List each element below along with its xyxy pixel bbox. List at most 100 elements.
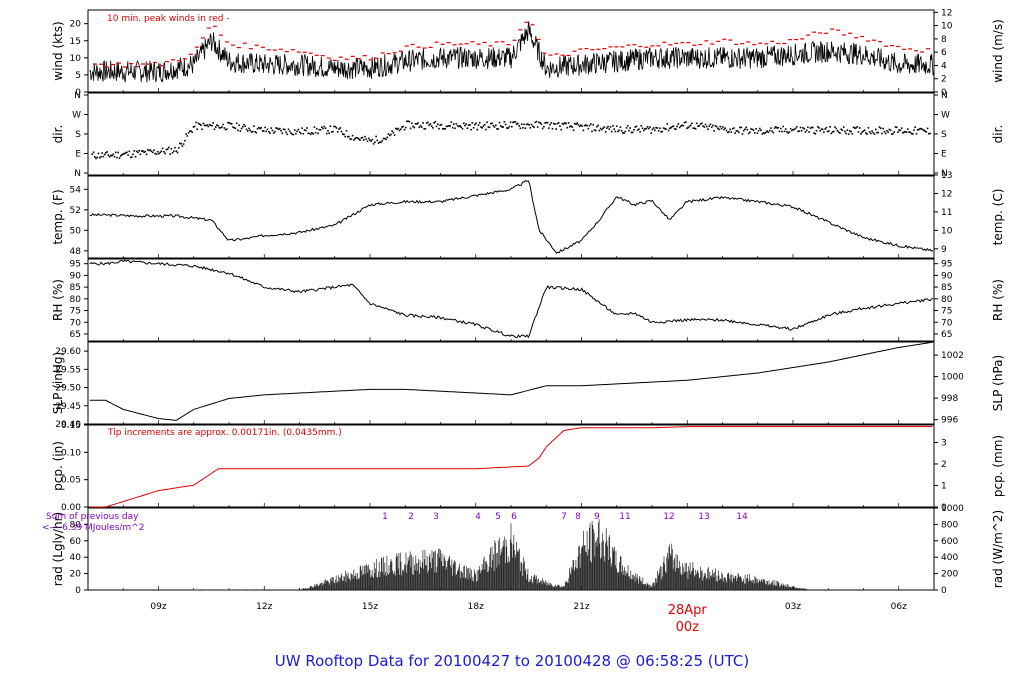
dir-point	[404, 126, 407, 129]
dir-point	[383, 137, 386, 140]
dir-point	[656, 127, 659, 129]
y-tick-label-right-rad: 0	[941, 586, 947, 596]
dir-point	[802, 127, 804, 129]
ylabel-left-rh: RH (%)	[51, 279, 65, 321]
dir-point	[585, 124, 587, 126]
dir-point	[106, 151, 108, 153]
dir-point	[465, 123, 467, 125]
dir-point	[634, 126, 636, 128]
dir-point	[221, 126, 223, 128]
dir-point	[726, 131, 729, 134]
dir-point	[235, 122, 238, 125]
dir-point	[534, 121, 536, 124]
dir-point	[810, 126, 813, 129]
dir-point	[689, 124, 692, 127]
ylabel-right-rad: rad (W/m^2)	[991, 510, 1005, 588]
dir-point	[564, 122, 566, 124]
dir-point	[556, 122, 559, 125]
dir-point	[630, 131, 633, 134]
dir-point	[440, 123, 443, 126]
y-tick-label-left-rh: 75	[70, 307, 81, 317]
dir-point	[340, 130, 343, 133]
dir-point	[322, 127, 324, 130]
dir-point	[143, 151, 145, 153]
dir-point	[540, 123, 543, 125]
dir-point	[192, 126, 195, 128]
dir-point	[562, 123, 565, 125]
dir-point	[214, 126, 217, 128]
dir-point	[226, 128, 228, 130]
dir-point	[696, 122, 698, 125]
dir-point	[454, 127, 456, 130]
dir-point	[861, 131, 863, 133]
dir-point	[464, 124, 466, 127]
dir-point	[694, 128, 697, 130]
dir-point	[478, 121, 481, 124]
dir-point	[928, 132, 930, 135]
dir-point	[750, 128, 752, 130]
x-tick-label: 18z	[468, 602, 484, 612]
dir-point	[160, 150, 163, 153]
dir-point	[646, 126, 649, 128]
dir-point	[576, 122, 578, 124]
dir-point	[492, 124, 495, 127]
dir-point	[756, 132, 759, 134]
y-tick-label-left-temp: 50	[70, 226, 82, 236]
dir-point	[775, 126, 777, 128]
dir-point	[870, 132, 872, 135]
dir-point	[495, 124, 497, 127]
dir-point	[219, 127, 222, 129]
dir-point	[243, 123, 245, 126]
dir-point	[451, 126, 454, 129]
dir-point	[854, 127, 856, 129]
dir-point	[882, 127, 884, 130]
dir-point	[319, 129, 322, 131]
dir-point	[590, 123, 592, 125]
dir-point	[766, 130, 768, 132]
dir-point	[903, 131, 905, 133]
wind-peak-marks	[93, 21, 931, 68]
dir-point	[108, 155, 111, 158]
dir-point	[288, 130, 291, 133]
dir-point	[290, 132, 292, 134]
dir-point	[439, 124, 441, 126]
y-tick-label-left-slp: 29.55	[55, 365, 81, 375]
dir-point	[249, 129, 251, 132]
dir-point	[205, 124, 207, 127]
dir-point	[661, 130, 664, 133]
dir-point	[571, 126, 574, 128]
dir-point	[873, 133, 876, 135]
dir-point	[386, 136, 388, 139]
dir-point	[173, 150, 175, 153]
dir-point	[668, 127, 671, 130]
y-tick-label-left-rh: 95	[70, 260, 81, 270]
dir-point	[709, 123, 712, 126]
dir-point	[119, 155, 122, 157]
dir-point	[508, 125, 511, 128]
dir-point	[771, 130, 773, 132]
dir-point	[276, 127, 279, 130]
dir-point	[533, 126, 535, 129]
dir-point	[499, 125, 502, 127]
dir-point	[857, 131, 860, 133]
dir-point	[907, 128, 909, 130]
dir-point	[450, 121, 453, 123]
dir-point	[729, 128, 731, 131]
dir-point	[486, 121, 488, 124]
dir-point	[182, 143, 185, 145]
dir-point	[318, 128, 321, 131]
y-tick-label-left-rad: 40	[70, 553, 82, 563]
dir-point	[419, 124, 422, 127]
dir-point	[481, 127, 483, 129]
dir-point	[543, 125, 545, 128]
dir-point	[607, 125, 609, 128]
dir-point	[314, 131, 317, 134]
dir-point	[502, 126, 504, 128]
dir-point	[846, 129, 849, 131]
dir-point	[177, 147, 180, 149]
dir-point	[382, 137, 385, 140]
sun-mark-label: 11	[619, 512, 630, 522]
dir-point	[328, 132, 330, 134]
dir-point	[425, 122, 428, 124]
dir-point	[817, 126, 819, 128]
